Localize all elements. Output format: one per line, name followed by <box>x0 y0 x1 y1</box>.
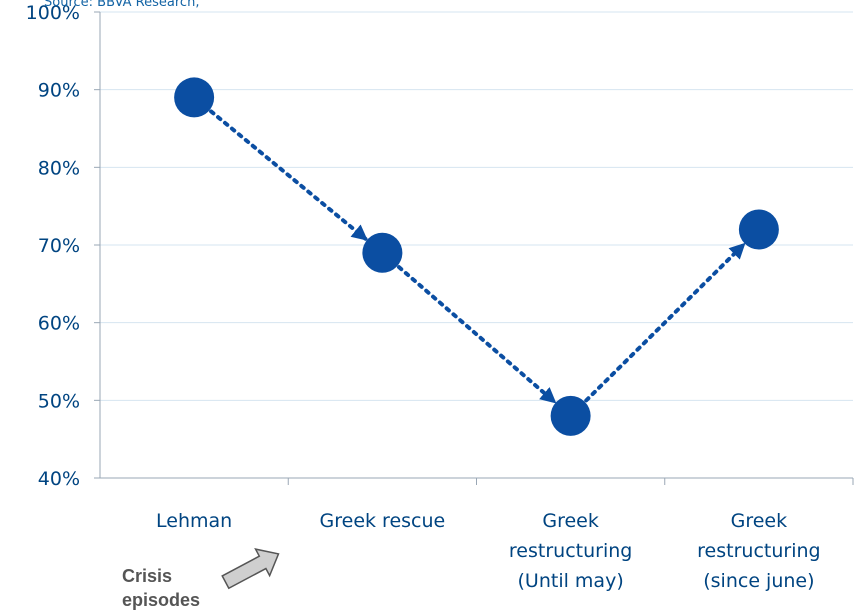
category-label: Greek rescue <box>320 510 446 532</box>
y-tick-label: 90% <box>38 80 80 102</box>
y-tick-label: 40% <box>38 468 80 490</box>
grid-lines <box>100 11 853 401</box>
series-segment <box>397 265 557 404</box>
series-line <box>209 109 746 404</box>
category-label: Greek restructuring (Until may) <box>509 510 632 592</box>
y-tick-label: 100% <box>26 2 80 24</box>
series-segment <box>209 109 368 241</box>
arrow-icon <box>221 548 280 590</box>
y-tick-label: 80% <box>38 157 80 179</box>
y-tick-label: 60% <box>38 313 80 335</box>
series-segment <box>584 242 746 403</box>
data-point <box>362 232 403 273</box>
source-note: Source: BBVA Research, <box>44 0 199 10</box>
y-axis-ticks: 100% 90% 80% 70% 60% 50% 40% <box>26 2 100 490</box>
data-point <box>550 395 591 436</box>
episodes-label-line-1: Crisis <box>122 566 172 586</box>
y-tick-label: 70% <box>38 235 80 257</box>
episodes-label-line-2: episodes <box>122 590 200 610</box>
data-point <box>738 209 779 250</box>
x-axis-ticks <box>287 478 854 485</box>
category-label: Greek restructuring (since june) <box>697 510 820 592</box>
data-points <box>174 77 779 436</box>
y-tick-label: 50% <box>38 390 80 412</box>
category-labels: Lehman Greek rescue Greek restructuring (Unt… <box>156 510 821 592</box>
category-label: Lehman <box>156 510 232 532</box>
data-point <box>174 77 215 118</box>
